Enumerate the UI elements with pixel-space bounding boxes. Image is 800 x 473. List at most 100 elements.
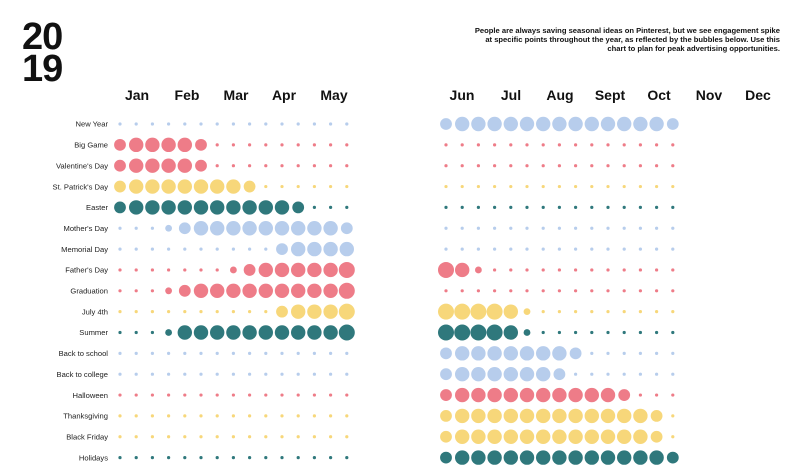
bubble-back-to-college-left-6 [215, 372, 219, 376]
bubble-halloween-left-10 [280, 393, 284, 397]
bubble-father-s-day-left-6 [215, 268, 219, 272]
bubble-back-to-college-left-3 [167, 372, 171, 376]
bubble-back-to-school-right-12 [638, 351, 643, 355]
bubble-july-4th-right-12 [638, 310, 643, 314]
bubble-summer-left-6 [210, 325, 225, 340]
bubble-holidays-right-13 [649, 450, 664, 465]
bubble-back-to-school-left-13 [329, 351, 333, 355]
bubble-halloween-left-3 [167, 393, 171, 397]
bubble-graduation-right-1 [460, 289, 464, 293]
row-label-thanksgiving: Thanksgiving [63, 412, 108, 421]
bubble-black-friday-left-2 [150, 435, 154, 439]
bubble-new-year-left-3 [167, 122, 171, 126]
bubble-easter-right-3 [493, 205, 497, 209]
bubble-big-game-left-8 [248, 143, 252, 147]
bubble-easter-left-12 [312, 205, 316, 209]
bubble-st-patrick-s-day-left-7 [226, 179, 241, 194]
bubble-mother-s-day-left-2 [150, 226, 154, 230]
bubble-easter-right-11 [622, 205, 626, 209]
bubble-back-to-college-right-8 [574, 372, 578, 376]
bubble-mother-s-day-right-5 [525, 226, 529, 230]
bubble-halloween-left-5 [199, 393, 203, 397]
bubble-new-year-right-10 [600, 116, 616, 132]
bubble-summer-right-13 [655, 330, 659, 335]
bubble-graduation-right-14 [671, 289, 675, 293]
bubble-mother-s-day-right-1 [460, 226, 464, 230]
bubble-holidays-right-14 [666, 451, 679, 464]
bubble-black-friday-right-7 [552, 429, 567, 444]
bubble-back-to-college-left-4 [183, 372, 187, 376]
bubble-memorial-day-left-3 [167, 247, 171, 251]
bubble-holidays-left-0 [118, 456, 122, 460]
bubble-new-year-left-6 [215, 122, 219, 126]
bubble-thanksgiving-left-1 [134, 414, 138, 418]
month-label-mar: Mar [224, 87, 249, 103]
bubble-graduation-left-12 [307, 283, 322, 298]
bubble-graduation-right-12 [638, 289, 643, 293]
row-label-black-friday: Black Friday [66, 432, 108, 441]
bubble-back-to-college-right-0 [440, 368, 452, 381]
bubble-valentine-s-day-right-14 [671, 164, 675, 168]
bubble-st-patrick-s-day-right-2 [476, 184, 480, 189]
bubble-mother-s-day-left-14 [340, 222, 353, 235]
bubble-new-year-left-0 [118, 122, 122, 126]
bubble-thanksgiving-right-4 [503, 408, 518, 424]
bubble-july-4th-left-12 [307, 304, 322, 319]
bubble-thanksgiving-left-3 [167, 414, 171, 418]
bubble-halloween-right-0 [440, 389, 452, 401]
bubble-st-patrick-s-day-right-14 [671, 184, 675, 189]
bubble-graduation-left-13 [323, 283, 338, 298]
bubble-back-to-college-left-7 [231, 372, 235, 376]
bubble-halloween-right-3 [487, 387, 502, 403]
bubble-thanksgiving-right-1 [455, 408, 470, 424]
bubble-st-patrick-s-day-right-9 [590, 184, 594, 189]
bubble-graduation-right-2 [476, 289, 480, 293]
bubble-valentine-s-day-left-6 [215, 164, 219, 168]
month-label-nov: Nov [696, 87, 723, 103]
month-label-feb: Feb [175, 87, 200, 103]
bubble-back-to-college-right-4 [503, 367, 518, 382]
bubble-big-game-left-14 [345, 143, 349, 147]
bubble-easter-right-8 [574, 205, 578, 209]
bubble-graduation-left-9 [258, 283, 273, 298]
bubble-holidays-left-14 [345, 456, 349, 460]
bubble-graduation-left-2 [150, 289, 154, 293]
bubble-big-game-left-9 [264, 143, 268, 147]
bubble-holidays-left-12 [312, 456, 316, 460]
bubble-black-friday-right-4 [503, 429, 518, 444]
bubble-mother-s-day-left-13 [323, 221, 338, 236]
row-label-mother-s-day: Mother's Day [64, 224, 109, 233]
bubble-black-friday-left-4 [183, 435, 187, 439]
bubble-thanksgiving-right-11 [617, 408, 632, 424]
bubble-summer-left-1 [134, 330, 138, 335]
bubble-mother-s-day-right-8 [574, 226, 578, 230]
bubble-summer-right-4 [503, 325, 518, 340]
bubble-summer-left-5 [193, 325, 209, 340]
bubble-back-to-school-right-6 [536, 346, 551, 361]
bubble-father-s-day-left-4 [183, 268, 187, 272]
month-label-jan: Jan [125, 87, 149, 103]
bubble-halloween-left-8 [248, 393, 252, 397]
bubble-mother-s-day-right-0 [444, 226, 448, 230]
bubble-father-s-day-right-12 [638, 268, 643, 272]
bubble-holidays-left-2 [150, 456, 154, 460]
bubble-mother-s-day-right-14 [671, 226, 675, 230]
bubble-big-game-right-8 [574, 143, 578, 147]
bubble-memorial-day-left-14 [339, 241, 354, 257]
bubble-black-friday-right-14 [671, 435, 675, 439]
bubble-easter-right-2 [476, 205, 480, 209]
bubble-new-year-left-4 [183, 122, 187, 126]
bubble-summer-right-2 [470, 324, 487, 341]
bubble-st-patrick-s-day-right-5 [525, 184, 529, 189]
bubble-memorial-day-right-11 [622, 247, 626, 251]
row-label-father-s-day: Father's Day [65, 266, 108, 275]
bubble-big-game-right-11 [622, 143, 626, 147]
bubble-st-patrick-s-day-right-0 [444, 184, 448, 189]
bubble-mother-s-day-right-11 [622, 226, 626, 230]
bubble-back-to-school-right-2 [471, 346, 486, 361]
month-label-apr: Apr [272, 87, 297, 103]
bubble-valentine-s-day-right-6 [541, 164, 545, 168]
row-label-back-to-college: Back to college [57, 370, 109, 379]
bubble-valentine-s-day-right-10 [606, 164, 610, 168]
bubble-thanksgiving-left-13 [329, 414, 333, 418]
